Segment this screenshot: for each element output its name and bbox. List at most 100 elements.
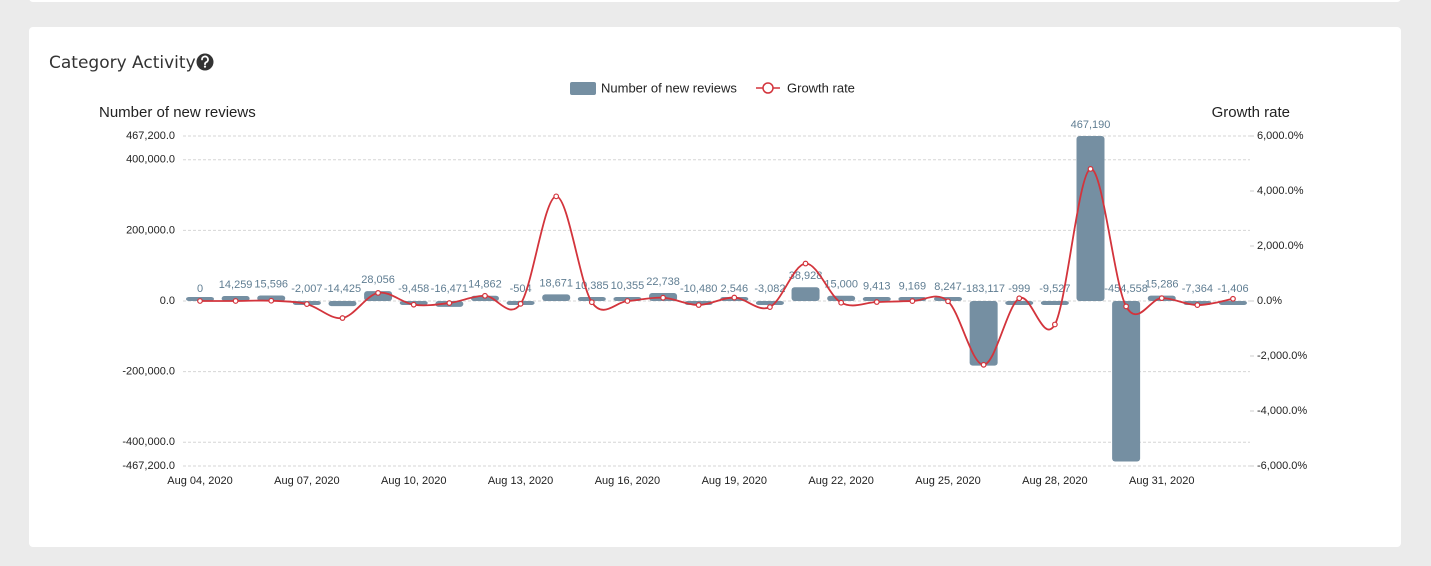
y-tick-label: 200,000.0 — [126, 224, 175, 236]
data-label: -2,007 — [291, 283, 322, 295]
point — [1087, 165, 1094, 172]
point — [1194, 302, 1201, 308]
point — [624, 298, 631, 304]
bar — [1076, 136, 1105, 301]
y2-tick-label: -4,000.0% — [1257, 405, 1307, 417]
bar — [577, 297, 606, 301]
data-label: -9,458 — [398, 283, 429, 295]
data-label: 467,190 — [1071, 119, 1111, 131]
point — [339, 315, 346, 321]
chart-title: Category Activity — [49, 53, 196, 73]
data-label: -7,364 — [1182, 283, 1213, 295]
data-label: -454,558 — [1104, 283, 1147, 295]
legend: Number of new reviews Growth rate — [570, 80, 855, 95]
legend-label: Growth rate — [787, 80, 855, 95]
point — [731, 294, 738, 301]
data-label: 14,259 — [219, 279, 253, 291]
y-tick-label: 0.0 — [160, 295, 175, 307]
bar — [542, 294, 571, 301]
point — [909, 298, 916, 304]
bar — [1005, 301, 1034, 305]
legend-label: Number of new reviews — [601, 80, 737, 95]
x-tick-label: Aug 22, 2020 — [808, 475, 873, 487]
bar — [1040, 301, 1069, 305]
data-label: -14,425 — [324, 283, 361, 295]
data-label: 15,000 — [824, 279, 858, 291]
point — [588, 299, 595, 306]
legend-item[interactable]: Growth rate — [756, 80, 855, 95]
y2-tick-label: 6,000.0% — [1257, 130, 1304, 142]
point — [838, 299, 845, 306]
y-tick-label: 400,000.0 — [126, 154, 175, 166]
x-tick-label: Aug 16, 2020 — [595, 475, 660, 487]
y2-tick-label: -2,000.0% — [1257, 350, 1307, 362]
point — [446, 300, 453, 306]
data-label: 9,413 — [863, 281, 891, 293]
point — [553, 193, 560, 200]
previous-card — [29, 0, 1401, 2]
point — [1016, 295, 1023, 302]
data-label: 8,247 — [934, 281, 962, 293]
data-label: 18,671 — [539, 277, 573, 289]
point — [945, 298, 951, 305]
data-label: 22,738 — [646, 276, 680, 288]
x-tick-label: Aug 04, 2020 — [167, 475, 232, 487]
point — [232, 298, 239, 304]
point — [482, 292, 488, 299]
legend-swatch — [570, 82, 596, 95]
point — [1230, 295, 1236, 302]
point — [410, 301, 417, 308]
x-tick-label: Aug 28, 2020 — [1022, 475, 1087, 487]
y2-tick-label: 2,000.0% — [1257, 240, 1304, 252]
point — [517, 300, 524, 307]
legend-item[interactable]: Number of new reviews — [570, 80, 737, 95]
point — [767, 304, 773, 310]
y2-tick-label: 4,000.0% — [1257, 185, 1304, 197]
data-label: 15,596 — [254, 278, 288, 290]
data-label: -3,082 — [754, 283, 785, 295]
y-tick-label: -200,000.0 — [122, 366, 175, 378]
x-tick-label: Aug 19, 2020 — [702, 475, 767, 487]
y2-tick-label: -6,000.0% — [1257, 460, 1307, 472]
data-label: -183,117 — [962, 283, 1005, 295]
point — [873, 299, 880, 305]
data-label: 0 — [197, 283, 203, 295]
point — [197, 298, 203, 304]
bar — [862, 297, 891, 301]
point — [802, 260, 809, 267]
bar — [1112, 301, 1141, 462]
point — [660, 294, 666, 301]
point — [1158, 295, 1165, 302]
data-label: 9,169 — [899, 281, 927, 293]
bar — [791, 287, 820, 301]
y2-axis-title: Growth rate — [1212, 104, 1290, 121]
y-tick-label: -467,200.0 — [122, 460, 175, 472]
point — [980, 361, 987, 368]
card — [29, 27, 1401, 547]
x-tick-label: Aug 25, 2020 — [915, 475, 980, 487]
x-tick-label: Aug 07, 2020 — [274, 475, 339, 487]
x-tick-label: Aug 31, 2020 — [1129, 475, 1194, 487]
data-label: -1,406 — [1217, 283, 1248, 295]
data-label: 15,286 — [1145, 279, 1179, 291]
point — [1051, 321, 1058, 328]
bar — [755, 301, 784, 305]
x-tick-label: Aug 13, 2020 — [488, 475, 553, 487]
data-label: 28,056 — [361, 274, 395, 286]
point — [695, 302, 702, 308]
data-label: 14,862 — [468, 279, 502, 291]
help-icon[interactable] — [196, 53, 214, 71]
data-label: 10,355 — [611, 280, 645, 292]
bar — [969, 301, 998, 366]
data-label: -999 — [1008, 283, 1030, 295]
y-tick-label: -400,000.0 — [122, 436, 175, 448]
y-axis-title: Number of new reviews — [99, 104, 256, 121]
data-label: 2,546 — [721, 283, 749, 295]
point — [268, 297, 275, 304]
data-label: 38,928 — [789, 270, 823, 282]
legend-swatch — [762, 82, 774, 94]
y2-tick-label: 0.0% — [1257, 295, 1282, 307]
y-tick-label: 467,200.0 — [126, 130, 175, 142]
data-label: -16,471 — [431, 283, 468, 295]
